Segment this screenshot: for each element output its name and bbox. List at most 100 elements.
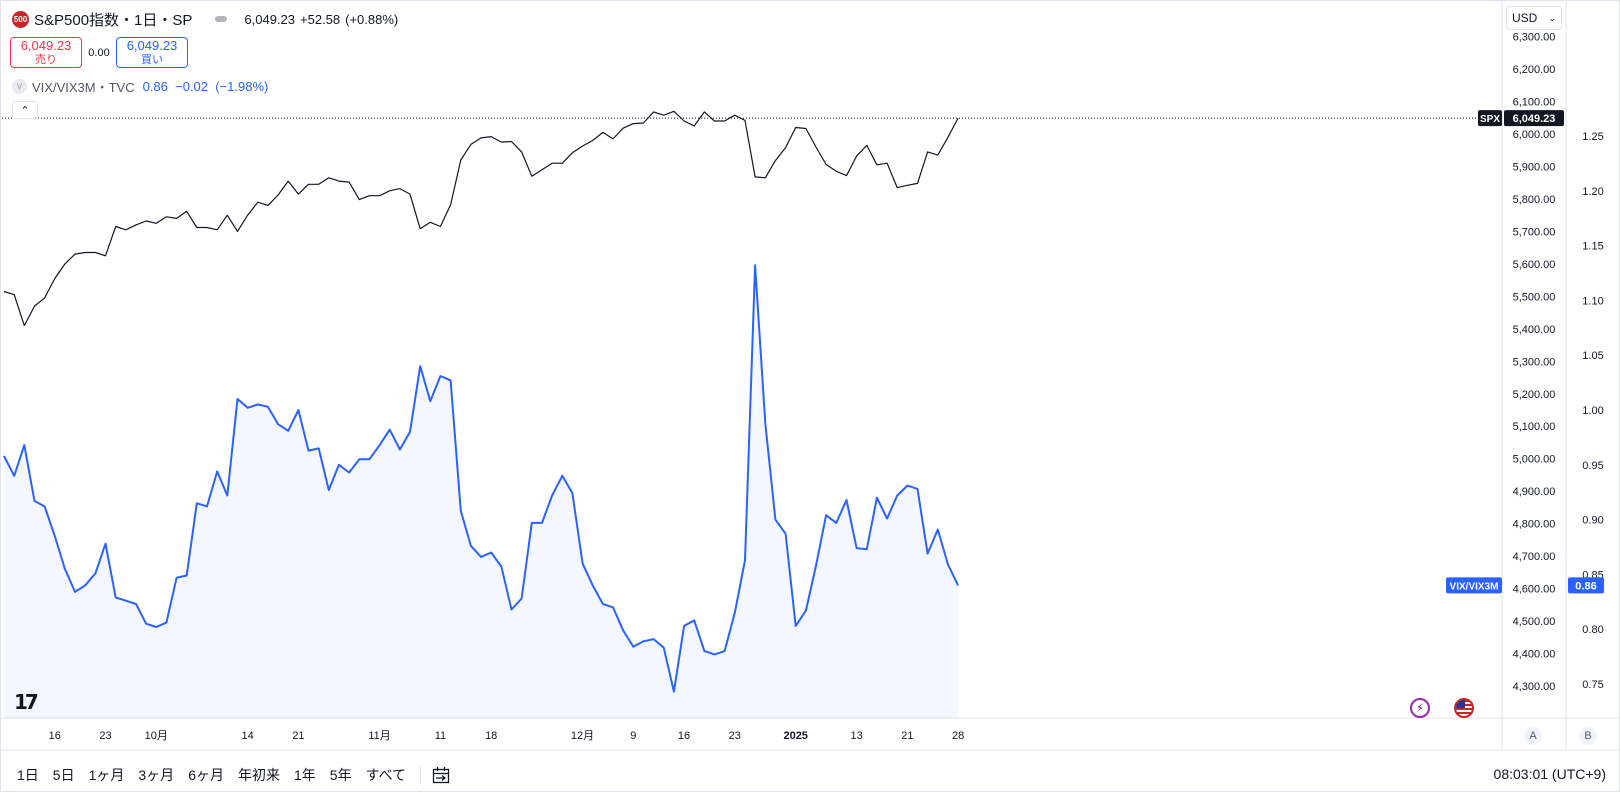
x-axis-tick-label: 12月	[571, 730, 594, 742]
trade-panel: 6,049.23 売り 0.00 6,049.23 買い	[10, 37, 188, 68]
left-axis-tick-label: 4,300.00	[1513, 681, 1556, 693]
hide-legend-icon[interactable]	[212, 12, 230, 26]
x-axis-tick-label: 23	[99, 730, 111, 742]
overlay-values: 0.86 −0.02 (−1.98%)	[142, 78, 269, 94]
left-axis-tick-label: 5,300.00	[1513, 356, 1556, 368]
left-axis-tick-label: 4,900.00	[1513, 486, 1556, 498]
left-axis-tick-label: 5,100.00	[1513, 421, 1556, 433]
spx-price-tag: 6,049.23	[1513, 113, 1556, 125]
right-axis-tick-label: 1.05	[1582, 350, 1603, 362]
range-6m[interactable]: 6ヶ月	[188, 767, 224, 783]
vix-tag: VIX/VIX3M	[1450, 581, 1499, 592]
series-line-spx[interactable]	[3, 110, 959, 327]
right-axis-tick-label: 1.10	[1582, 295, 1603, 307]
clock-timezone[interactable]: 08:03:01 (UTC+9)	[1493, 766, 1606, 782]
left-axis-tick-label: 4,800.00	[1513, 519, 1556, 531]
left-axis-tick-label: 5,000.00	[1513, 454, 1556, 466]
vix-price-box	[1568, 577, 1604, 594]
spread-value: 0.00	[88, 46, 110, 59]
us-flag-icon[interactable]	[1454, 698, 1474, 718]
buy-label: 買い	[141, 53, 163, 66]
left-axis-tick-label: 5,600.00	[1513, 259, 1556, 271]
x-axis-tick-label: 16	[678, 730, 690, 742]
tradingview-logo-icon[interactable]: 17	[14, 690, 39, 714]
left-axis-tick-label: 5,200.00	[1513, 389, 1556, 401]
range-all[interactable]: すべて	[365, 767, 407, 783]
sell-price: 6,049.23	[20, 37, 72, 53]
x-axis-tick-label: 10月	[145, 730, 168, 742]
right-axis-tick-label: 1.15	[1582, 241, 1603, 253]
left-axis-tick-label: 6,200.00	[1513, 64, 1556, 76]
x-axis-tick-label: 23	[729, 730, 741, 742]
chevron-up-icon: ⌃	[20, 104, 30, 117]
left-axis-tick-label: 4,500.00	[1513, 616, 1556, 628]
left-axis-tick-label: 5,500.00	[1513, 291, 1556, 303]
left-axis-tick-label: 6,000.00	[1513, 129, 1556, 141]
right-axis-tick-label: 0.90	[1582, 515, 1603, 527]
right-axis-tick-label: 1.20	[1582, 186, 1603, 198]
right-axis-tick-label: 0.95	[1582, 460, 1603, 472]
vix-tag-box	[1446, 577, 1502, 594]
toolbar-divider	[420, 765, 422, 785]
range-ytd[interactable]: 年初来	[237, 767, 280, 783]
left-axis-tick-label: 5,900.00	[1513, 161, 1556, 173]
series-line-vix-vix3m[interactable]	[3, 264, 960, 693]
x-axis-tick-label: 28	[952, 730, 964, 742]
range-5y[interactable]: 5年	[329, 767, 352, 783]
x-axis-tick-label: 21	[292, 730, 304, 742]
vix-logo: V	[12, 78, 27, 94]
currency-value: USD	[1512, 11, 1538, 25]
symbol-title[interactable]: S&P500指数・1日・SP	[34, 11, 193, 29]
spx-tag-box	[1478, 110, 1502, 127]
left-axis-tick-label: 5,700.00	[1513, 226, 1556, 238]
goto-date-icon[interactable]	[431, 765, 451, 785]
x-axis-tick-label: 18	[485, 730, 497, 742]
x-axis-tick-label: 11月	[368, 730, 390, 742]
right-axis-tick-label: 0.75	[1582, 679, 1603, 691]
series-area-vix-vix3m	[4, 265, 959, 718]
currency-select[interactable]: USD ⌄	[1506, 6, 1562, 30]
right-axis-tick-label: 1.25	[1582, 131, 1603, 143]
lightning-icon[interactable]: ⚡	[1410, 698, 1430, 718]
x-axis-tick-label: 9	[630, 730, 636, 742]
range-3m[interactable]: 3ヶ月	[138, 767, 175, 783]
price-change-pct: (+0.88%)	[345, 11, 399, 27]
right-axis-tick-label: 0.80	[1582, 624, 1603, 636]
x-axis-tick-label: 21	[901, 730, 913, 742]
right-axis-tick-label: 1.00	[1582, 405, 1603, 417]
price-change: +52.58	[300, 11, 341, 27]
left-axis-tick-label: 5,800.00	[1513, 194, 1556, 206]
buy-price: 6,049.23	[126, 37, 178, 53]
buy-button[interactable]: 6,049.23 買い	[116, 37, 188, 68]
x-axis-tick-label: 16	[49, 730, 61, 742]
main-legend: 500 S&P500指数・1日・SP 6,049.23 +52.58 (+0.8…	[12, 8, 398, 30]
x-axis-tick-label: 14	[241, 730, 253, 742]
sell-button[interactable]: 6,049.23 売り	[10, 37, 82, 68]
overlay-legend[interactable]: V VIX/VIX3M・TVC 0.86 −0.02 (−1.98%)	[12, 77, 268, 95]
x-axis-tick-label: 2025	[783, 730, 807, 742]
scale-mode-b-button[interactable]: B	[1579, 727, 1597, 745]
chevron-down-icon: ⌄	[1548, 12, 1556, 23]
left-axis-tick-label: 4,600.00	[1513, 584, 1556, 596]
x-axis-tick-label: 13	[850, 730, 862, 742]
range-5d[interactable]: 5日	[52, 767, 75, 783]
left-axis-tick-label: 6,100.00	[1513, 97, 1556, 109]
left-axis-tick-label: 4,400.00	[1513, 649, 1556, 661]
last-price: 6,049.23	[244, 11, 296, 27]
range-1d[interactable]: 1日	[17, 767, 39, 783]
sp500-logo: 500	[12, 10, 29, 28]
left-axis-tick-label: 6,300.00	[1513, 32, 1556, 44]
spx-tag: SPX	[1480, 114, 1500, 125]
bottom-toolbar: 1日 5日 1ヶ月 3ヶ月 6ヶ月 年初来 1年 5年 すべて 08:03:01…	[0, 758, 1620, 792]
collapse-legend-button[interactable]: ⌃	[12, 101, 38, 119]
spx-price-box	[1504, 110, 1564, 127]
range-1m[interactable]: 1ヶ月	[88, 767, 125, 783]
left-axis-tick-label: 4,700.00	[1513, 551, 1556, 563]
sell-label: 売り	[35, 53, 57, 66]
range-1y[interactable]: 1年	[293, 767, 316, 783]
left-axis-tick-label: 5,400.00	[1513, 324, 1556, 336]
scale-mode-a-button[interactable]: A	[1524, 727, 1542, 745]
x-axis-tick-label: 11	[435, 730, 446, 742]
overlay-title: VIX/VIX3M・TVC	[32, 79, 135, 95]
